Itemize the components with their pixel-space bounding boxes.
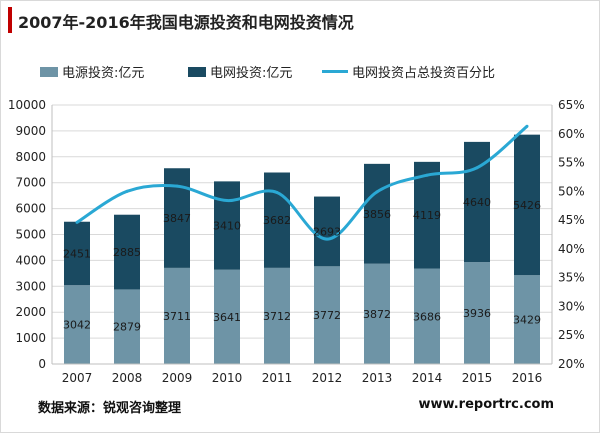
website-label: www.reportrc.com bbox=[418, 397, 554, 412]
data-label-power: 3712 bbox=[263, 310, 291, 323]
data-label-power: 3641 bbox=[213, 311, 241, 324]
bar-power bbox=[464, 262, 490, 364]
data-label-power: 2879 bbox=[113, 321, 141, 334]
right-axis-tick-label: 60% bbox=[558, 127, 585, 141]
line-point bbox=[125, 189, 129, 193]
bar-power bbox=[164, 267, 190, 364]
bar-power bbox=[64, 285, 90, 364]
right-axis-tick-label: 50% bbox=[558, 184, 585, 198]
data-label-grid: 3682 bbox=[263, 214, 291, 227]
bar-power bbox=[314, 266, 340, 364]
right-axis-tick-label: 35% bbox=[558, 271, 585, 285]
data-label-grid: 3410 bbox=[213, 220, 241, 233]
right-axis-tick-label: 45% bbox=[558, 213, 585, 227]
line-point bbox=[275, 190, 279, 194]
bar-grid bbox=[114, 214, 140, 290]
data-label-power: 3936 bbox=[463, 307, 491, 320]
line-point bbox=[375, 190, 379, 194]
legend-swatch-grid bbox=[188, 66, 206, 77]
x-axis-tick-label: 2008 bbox=[112, 371, 143, 385]
data-label-grid: 5426 bbox=[513, 199, 541, 212]
x-axis-tick-label: 2007 bbox=[62, 371, 93, 385]
bar-grid bbox=[414, 161, 440, 269]
data-label-grid: 3856 bbox=[363, 208, 391, 221]
axes: 0 1000 2000 3000 4000 5000 6000 7000 8000 9000 100… bbox=[8, 98, 585, 385]
left-axis-tick-label: 3000 bbox=[15, 279, 46, 293]
line-point bbox=[425, 173, 429, 177]
bar-grid bbox=[364, 163, 390, 264]
bar-grid bbox=[214, 181, 240, 270]
right-axis-tick-label: 65% bbox=[558, 98, 585, 112]
bar-power bbox=[214, 269, 240, 364]
bar-grid bbox=[64, 221, 90, 286]
data-label-grid: 2693 bbox=[313, 225, 341, 238]
left-axis-tick-label: 5000 bbox=[15, 228, 46, 242]
right-axis-tick-label: 20% bbox=[558, 357, 585, 371]
title-accent-bar bbox=[8, 7, 12, 33]
line-point bbox=[175, 184, 179, 188]
line-point bbox=[475, 166, 479, 170]
x-axis-tick-label: 2009 bbox=[162, 371, 193, 385]
legend-item-power: 电源投资:亿元 bbox=[40, 62, 144, 81]
data-label-grid: 4119 bbox=[413, 209, 441, 222]
line-point bbox=[525, 124, 529, 128]
series-line-ratio bbox=[76, 125, 528, 241]
data-label-grid: 4640 bbox=[463, 196, 491, 209]
line-point bbox=[75, 220, 79, 224]
left-axis-tick-label: 9000 bbox=[15, 124, 46, 138]
data-labels: 3042 2451 2879 2885 3711 3847 3641 3410 3712 3682… bbox=[63, 196, 541, 334]
data-label-power: 3711 bbox=[163, 310, 191, 323]
left-axis-tick-label: 4000 bbox=[15, 253, 46, 267]
data-label-grid: 3847 bbox=[163, 212, 191, 225]
x-axis-tick-label: 2011 bbox=[262, 371, 293, 385]
data-label-power: 3042 bbox=[63, 319, 91, 332]
x-axis-tick-label: 2015 bbox=[462, 371, 493, 385]
right-axis-tick-label: 40% bbox=[558, 242, 585, 256]
left-axis-tick-label: 8000 bbox=[15, 150, 46, 164]
legend-label-grid: 电网投资:亿元 bbox=[210, 66, 293, 81]
x-axis-tick-label: 2016 bbox=[512, 371, 543, 385]
data-label-power: 3872 bbox=[363, 308, 391, 321]
bar-power bbox=[364, 263, 390, 364]
x-axis-tick-label: 2012 bbox=[312, 371, 343, 385]
legend-item-grid: 电网投资:亿元 bbox=[188, 62, 292, 81]
bar-grid bbox=[514, 134, 540, 276]
left-axis-tick-label: 2000 bbox=[15, 305, 46, 319]
data-label-grid: 2885 bbox=[113, 246, 141, 259]
right-axis-tick-label: 55% bbox=[558, 156, 585, 170]
bars bbox=[64, 134, 540, 364]
bar-grid bbox=[264, 172, 290, 268]
bar-power bbox=[414, 268, 440, 364]
legend-item-ratio: 电网投资占总投资百分比 bbox=[322, 62, 495, 81]
x-axis-tick-label: 2013 bbox=[362, 371, 393, 385]
data-label-power: 3686 bbox=[413, 310, 441, 323]
bar-grid bbox=[314, 196, 340, 267]
x-axis-tick-label: 2010 bbox=[212, 371, 243, 385]
bar-power bbox=[114, 289, 140, 364]
data-source: 数据来源：锐观咨询整理 bbox=[38, 401, 182, 416]
right-axis-tick-label: 30% bbox=[558, 299, 585, 313]
legend-swatch-power bbox=[40, 66, 58, 77]
left-axis-tick-label: 1000 bbox=[15, 331, 46, 345]
chart-title: 2007年-2016年我国电源投资和电网投资情况 bbox=[18, 13, 354, 32]
bar-power bbox=[514, 275, 540, 364]
data-label-power: 3429 bbox=[513, 314, 541, 327]
legend-swatch-ratio bbox=[322, 70, 348, 73]
data-label-grid: 2451 bbox=[63, 247, 91, 260]
left-axis-tick-label: 6000 bbox=[15, 202, 46, 216]
line-point bbox=[225, 199, 229, 203]
legend-label-power: 电源投资:亿元 bbox=[62, 66, 145, 81]
line-point bbox=[325, 237, 329, 241]
legend-label-ratio: 电网投资占总投资百分比 bbox=[352, 66, 496, 81]
ratio-line bbox=[75, 124, 529, 241]
left-axis-tick-label: 10000 bbox=[8, 98, 46, 112]
left-axis-tick-label: 7000 bbox=[15, 176, 46, 190]
bar-power bbox=[264, 267, 290, 364]
x-axis-tick-label: 2014 bbox=[412, 371, 443, 385]
right-axis-tick-label: 25% bbox=[558, 328, 585, 342]
left-axis-tick-label: 0 bbox=[38, 357, 46, 371]
data-label-power: 3772 bbox=[313, 309, 341, 322]
